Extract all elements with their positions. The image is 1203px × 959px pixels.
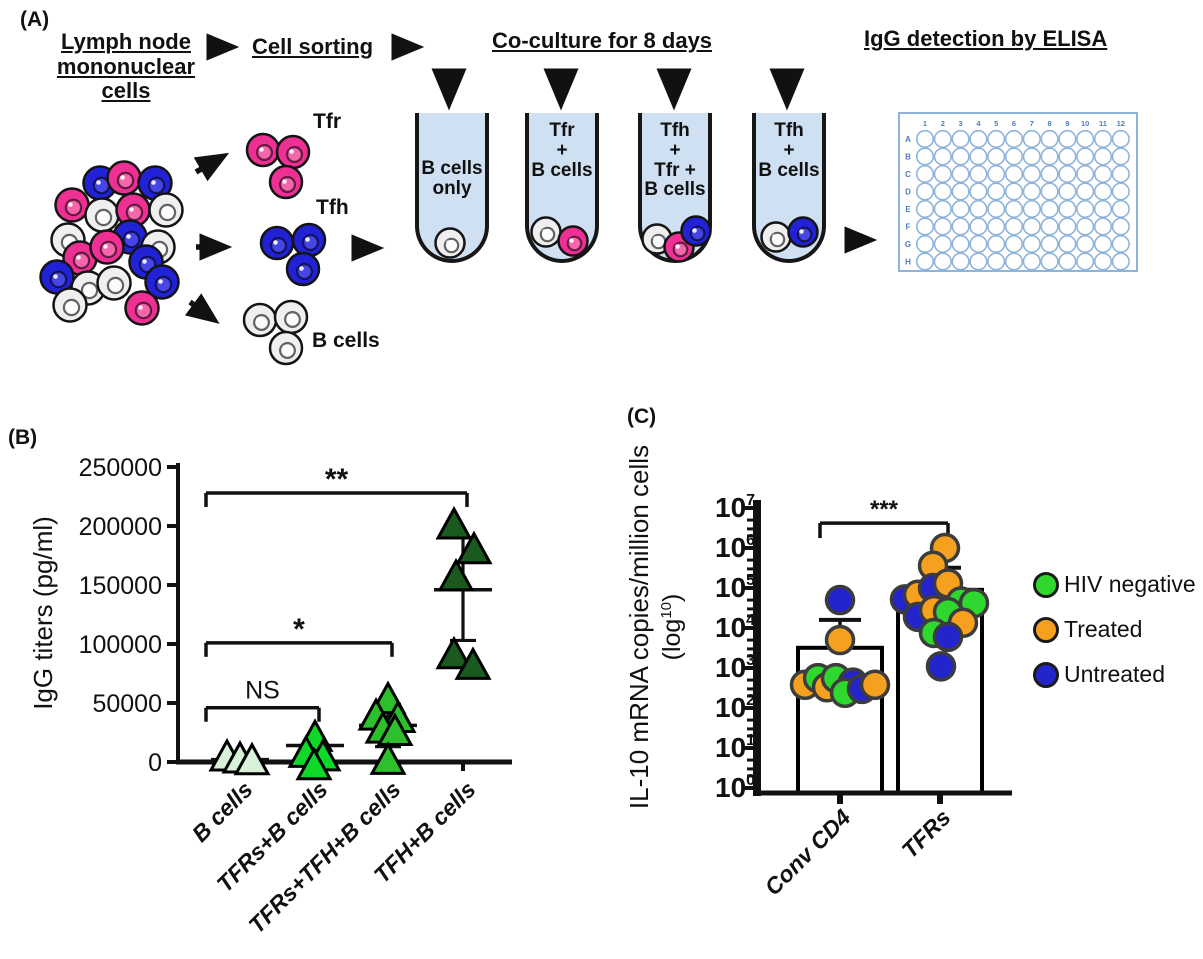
svg-text:10: 10 <box>1081 119 1089 128</box>
svg-text:**: ** <box>325 463 349 496</box>
svg-text:IgG titers (pg/ml): IgG titers (pg/ml) <box>28 516 58 710</box>
svg-text:8: 8 <box>1048 119 1052 128</box>
treated-dot-icon <box>1033 616 1059 643</box>
step-coculture-title: Co-culture for 8 days <box>492 28 713 53</box>
legend-item-hiv-negative: HIV negative <box>1033 571 1196 598</box>
tube-label-line: + <box>556 139 568 161</box>
svg-text:250000: 250000 <box>79 454 162 482</box>
svg-text:100: 100 <box>715 772 755 803</box>
tube-tfh-b-cells: Tfh + B cells <box>752 113 826 263</box>
svg-text:101: 101 <box>715 732 755 763</box>
step1-line1: Lymph node <box>61 29 191 54</box>
svg-text:3: 3 <box>959 119 963 128</box>
svg-text:B cells: B cells <box>187 776 258 847</box>
svg-text:*: * <box>293 613 305 646</box>
step1-line2: mononuclear <box>56 53 196 79</box>
tfh-cluster-label: Tfh <box>316 196 349 219</box>
tube-label-line: Tfh <box>774 120 804 141</box>
svg-text:7: 7 <box>1030 119 1034 128</box>
tube-tfh-b-cells-label: Tfh + B cells <box>756 113 822 180</box>
svg-text:200000: 200000 <box>79 513 162 541</box>
legend-item-treated: Treated <box>1033 616 1196 643</box>
panel-c-label: (C) <box>627 405 657 428</box>
b-cells-cluster-label: B cells <box>312 329 380 352</box>
svg-text:C: C <box>905 170 911 179</box>
svg-text:4: 4 <box>976 119 981 128</box>
svg-text:102: 102 <box>715 692 755 723</box>
svg-text:106: 106 <box>715 532 755 563</box>
panel-c-legend: HIV negative Treated Untreated <box>1033 571 1196 688</box>
svg-text:0: 0 <box>148 749 162 777</box>
svg-text:TFRs: TFRs <box>896 804 955 863</box>
legend-item-untreated: Untreated <box>1033 661 1196 688</box>
svg-text:107: 107 <box>715 492 755 523</box>
svg-text:***: *** <box>870 496 899 523</box>
untreated-dot-icon <box>1033 661 1059 688</box>
tube-tfr-b-cells: Tfr + B cells <box>525 113 599 263</box>
svg-text:(log10): (log10) <box>658 594 686 661</box>
tube-tfh-tfr-b-cells: Tfh + Tfr + B cells <box>638 113 712 263</box>
step1-line3: cells <box>101 78 151 104</box>
svg-text:11: 11 <box>1099 119 1107 128</box>
svg-text:104: 104 <box>715 612 755 643</box>
svg-text:50000: 50000 <box>92 690 162 718</box>
legend-hiv-negative-label: HIV negative <box>1064 571 1196 597</box>
svg-text:103: 103 <box>715 652 755 683</box>
tube-label-line: + <box>783 139 795 161</box>
step-elisa-title: IgG detection by ELISA <box>864 26 1108 51</box>
tube-label-line: Tfr <box>549 120 575 141</box>
tube-tfr-b-cells-label: Tfr + B cells <box>529 113 595 180</box>
svg-text:1: 1 <box>923 119 927 128</box>
svg-text:Conv CD4: Conv CD4 <box>759 804 855 900</box>
tube-label-line: B cells <box>644 179 706 201</box>
tube-tfh-tfr-b-cells-label: Tfh + Tfr + B cells <box>642 113 708 200</box>
svg-text:150000: 150000 <box>79 572 162 600</box>
svg-text:NS: NS <box>245 677 280 705</box>
svg-text:12: 12 <box>1117 119 1125 128</box>
tube-label-line: B cells <box>421 158 483 179</box>
elisa-96-well-plate: 1 2 3 4 5 6 7 8 9 10 11 12 A B C D E F G H <box>898 112 1138 272</box>
tube-label-line: + <box>669 139 681 161</box>
svg-text:E: E <box>905 205 911 214</box>
svg-text:6: 6 <box>1012 119 1016 128</box>
svg-text:G: G <box>905 240 911 249</box>
svg-text:5: 5 <box>994 119 998 128</box>
tube-label-line: only <box>432 177 472 199</box>
svg-text:105: 105 <box>715 572 755 603</box>
legend-treated-label: Treated <box>1064 616 1143 642</box>
panel-b-label: (B) <box>8 426 38 449</box>
svg-text:B: B <box>905 153 911 162</box>
tube-label-line: B cells <box>758 159 820 181</box>
svg-text:100000: 100000 <box>79 631 162 659</box>
il10-mrna-chart: 107 106 105 104 103 102 101 100 IL-10 mRNA copie… <box>624 445 1012 900</box>
hiv-negative-dot-icon <box>1033 571 1059 598</box>
svg-text:A: A <box>905 135 911 144</box>
svg-text:F: F <box>906 223 911 232</box>
tube-label-line: Tfr + <box>654 159 696 181</box>
svg-text:D: D <box>905 188 911 197</box>
tube-label-line: B cells <box>531 159 593 181</box>
tube-b-cells-only: B cells only <box>415 113 489 263</box>
legend-untreated-label: Untreated <box>1064 661 1166 687</box>
tube-label-line: Tfh <box>660 120 690 141</box>
igg-titers-chart: 0 50000 100000 150000 200000 250000 IgG titers… <box>28 454 512 938</box>
step-lymph-node-title: Lymph node mononuclear cells <box>50 29 202 104</box>
svg-text:IL-10 mRNA copies/million cel: IL-10 mRNA copies/million cells <box>624 445 654 809</box>
panel-a-label: (A) <box>20 8 50 31</box>
svg-text:9: 9 <box>1065 119 1069 128</box>
svg-text:H: H <box>905 258 911 267</box>
tube-b-cells-only-label: B cells only <box>419 113 485 199</box>
step-cell-sorting-title: Cell sorting <box>252 34 374 59</box>
tfr-cluster-label: Tfr <box>313 110 341 133</box>
svg-text:2: 2 <box>941 119 945 128</box>
